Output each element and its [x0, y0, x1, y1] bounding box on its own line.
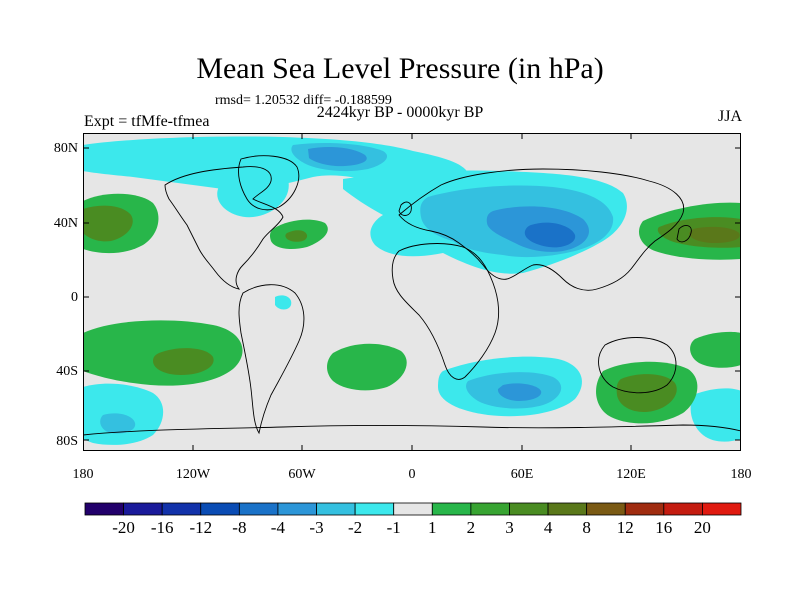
contour-north-minus3	[308, 147, 367, 167]
colorbar-label-9: 2	[466, 518, 476, 537]
colorbar-label-13: 12	[616, 518, 634, 537]
coast-south-america	[238, 284, 305, 435]
lon-label-60e: 60E	[510, 467, 534, 482]
colorbar-box-8	[393, 502, 433, 516]
contour-eurasia-minus4	[524, 222, 576, 248]
colorbar-box-7	[354, 502, 395, 516]
coast-japan	[676, 225, 692, 243]
lon-label-0: 0	[408, 467, 416, 482]
colorbar-box-10	[470, 502, 510, 516]
colorbar-label-14: 16	[655, 518, 673, 537]
colorbar-box-15	[663, 502, 703, 516]
colorbar-label-10: 3	[505, 518, 514, 537]
colorbar-box-13	[586, 502, 626, 516]
coast-europe-asia	[398, 168, 685, 291]
stats-subtitle: rmsd= 1.20532 diff= -0.188599	[215, 93, 392, 108]
colorbar-box-16	[702, 502, 742, 516]
lon-label-120w: 120W	[175, 467, 211, 482]
colorbar-box-0	[84, 502, 124, 516]
coast-uk	[398, 201, 412, 216]
coast-north-america	[164, 166, 284, 290]
colorbar-label-11: 4	[543, 518, 553, 537]
lat-label-0: 0	[71, 290, 78, 305]
colorbar-label-8: 1	[428, 518, 437, 537]
colorbar-label-7: -1	[386, 518, 401, 537]
contour-sa-minus1	[275, 295, 292, 310]
lat-label-40n: 40N	[53, 216, 78, 231]
coast-greenland	[238, 155, 300, 211]
colorbar-box-5	[277, 502, 317, 516]
coast-australia	[598, 337, 677, 394]
colorbar-box-12	[547, 502, 588, 516]
contour-sp-plus3	[153, 348, 214, 375]
contour-southern-indian-minus3	[497, 383, 542, 401]
map-ticks	[83, 133, 741, 451]
lon-label-180-right: 180	[730, 467, 752, 482]
colorbar-label-5: -3	[309, 518, 324, 537]
colorbar-label-12: 8	[582, 518, 591, 537]
lat-label-40s: 40S	[56, 364, 78, 379]
experiment-label: Expt = tfMfe-tfmea	[84, 113, 210, 130]
contour-atlantic-plus3	[285, 230, 308, 242]
colorbar-label-1: -16	[150, 518, 174, 537]
colorbar-label-4: -4	[270, 518, 285, 537]
lat-label-80s: 80S	[56, 434, 78, 449]
coast-antarctica	[83, 424, 741, 436]
contour-pacific-ne-plus4	[689, 226, 740, 243]
map-title: Mean Sea Level Pressure (in hPa)	[196, 52, 604, 85]
contour-sw-pacific-minus2	[100, 413, 136, 434]
colorbar-box-3	[200, 502, 240, 516]
colorbar-box-4	[238, 502, 279, 516]
colorbar-box-11	[509, 502, 549, 516]
lon-label-180-left: 180	[72, 467, 94, 482]
colorbar-box-9	[431, 502, 472, 516]
lat-label-80n: 80N	[53, 141, 78, 156]
colorbar-box-6	[316, 502, 356, 516]
season-label: JJA	[717, 108, 742, 125]
colorbar-label-2: -12	[189, 518, 213, 537]
colorbar-box-1	[123, 502, 163, 516]
colorbar-label-0: -20	[112, 518, 135, 537]
contour-pacific-nw-plus3	[83, 205, 133, 242]
contour-sw-pacific-minus1	[83, 383, 164, 445]
coast-africa	[391, 243, 500, 380]
colorbar-label-6: -2	[348, 518, 363, 537]
colorbar-box-14	[624, 502, 665, 516]
pressure-map	[83, 133, 741, 451]
contour-aus-plus3	[616, 374, 677, 413]
colorbar-boxes	[84, 502, 742, 516]
contour-ep-plus1	[690, 331, 741, 368]
contour-sa-plus1	[327, 343, 407, 391]
colorbar	[84, 502, 742, 516]
colorbar-label-3: -8	[232, 518, 247, 537]
colorbar-box-2	[161, 502, 202, 516]
coastlines	[83, 155, 741, 436]
lon-label-120e: 120E	[616, 467, 646, 482]
lon-label-60w: 60W	[288, 467, 316, 482]
colorbar-label-15: 20	[693, 518, 711, 537]
period-subtitle: 2424kyr BP - 0000kyr BP	[316, 104, 484, 121]
